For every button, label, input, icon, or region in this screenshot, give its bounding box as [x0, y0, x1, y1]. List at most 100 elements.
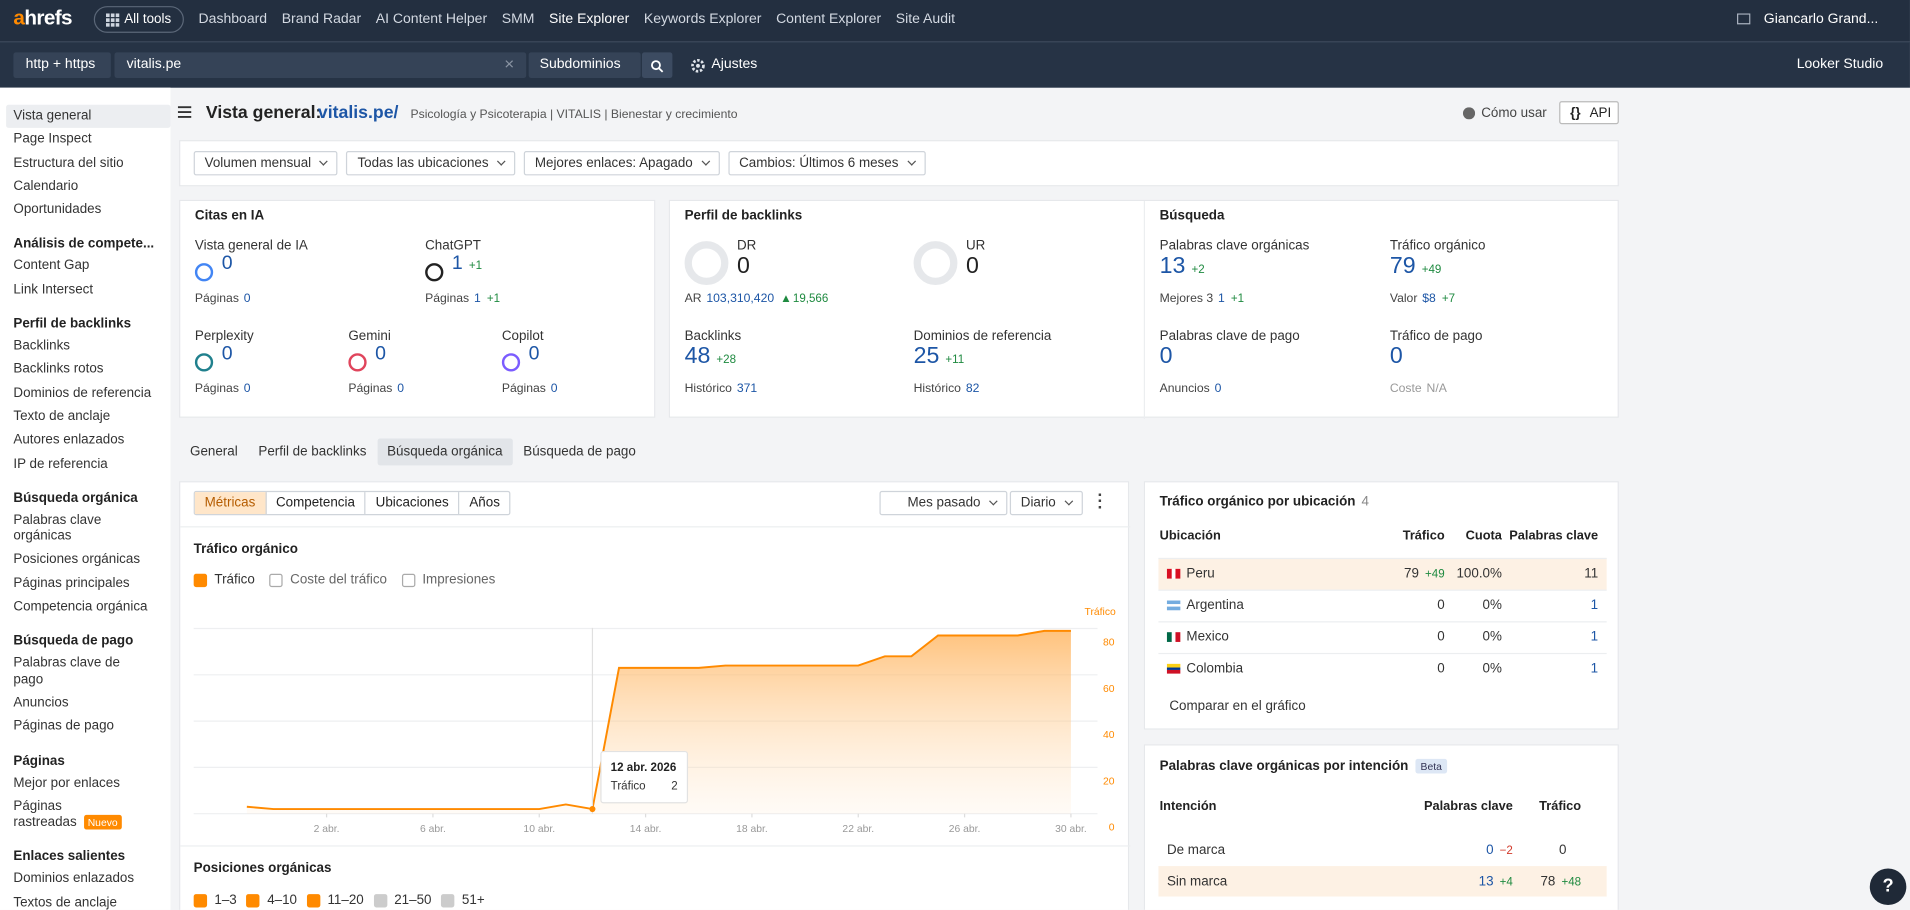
user-name[interactable]: Giancarlo Grand...	[1763, 12, 1879, 27]
metric-value[interactable]: 0	[221, 253, 233, 275]
search-button[interactable]	[641, 52, 673, 78]
nav-item[interactable]: Content Explorer	[776, 12, 882, 27]
country[interactable]: Mexico	[1186, 629, 1229, 645]
filter-button[interactable]: Mejores enlaces: Apagado	[523, 151, 720, 176]
sidebar-item[interactable]: Autores enlazados	[13, 432, 125, 448]
tab[interactable]: Búsqueda orgánica	[377, 438, 513, 466]
sub-value[interactable]: 1	[1217, 292, 1225, 306]
sidebar-item[interactable]: Páginas de pago	[13, 718, 114, 734]
sub-value[interactable]: 103,310,420	[706, 292, 775, 306]
interval-select[interactable]: Diario	[1009, 490, 1083, 516]
sidebar-item[interactable]: Mejor por enlaces	[13, 775, 120, 790]
sidebar-heading[interactable]: Análisis de compete...	[13, 236, 155, 252]
more-menu[interactable]: ···	[1097, 484, 1104, 517]
sub-value[interactable]: 1	[474, 292, 481, 306]
nav-item[interactable]: Site Audit	[895, 12, 955, 27]
filter-button[interactable]: Cambios: Últimos 6 meses	[728, 151, 926, 176]
metric-value[interactable]: 0	[1389, 343, 1403, 370]
country[interactable]: Argentina	[1186, 598, 1244, 613]
metric-value[interactable]: 79	[1389, 253, 1416, 279]
metric-value[interactable]: 1	[451, 253, 463, 275]
sidebar-item[interactable]: Backlinks	[13, 338, 71, 354]
menu-icon[interactable]	[177, 106, 193, 119]
keywords[interactable]: 11	[1584, 566, 1599, 582]
mode-button[interactable]: Ubicaciones	[366, 492, 460, 515]
mode-button[interactable]: Años	[469, 495, 500, 511]
keywords[interactable]: 13	[1478, 874, 1494, 890]
period-select[interactable]: Mes pasado	[879, 490, 1008, 516]
sub-value[interactable]: 371	[736, 382, 758, 396]
keywords[interactable]: 1	[1590, 629, 1599, 645]
nav-item[interactable]: Keywords Explorer	[643, 12, 762, 27]
metric-toggle[interactable]: Impresiones	[401, 573, 495, 587]
clear-icon[interactable]: ×	[504, 53, 515, 74]
position-toggle[interactable]: 21–50	[373, 893, 431, 907]
position-toggle[interactable]: 1–3	[193, 893, 237, 907]
sidebar-item[interactable]: Texto de anclaje	[13, 409, 111, 424]
sidebar-item[interactable]: Textos de anclaje salientes	[13, 894, 117, 910]
metric-toggle[interactable]: Tráfico	[193, 573, 255, 587]
metric-toggle[interactable]: Coste del tráfico	[269, 573, 387, 587]
logo[interactable]: ahrefs	[13, 6, 72, 30]
sidebar-item[interactable]: Dominios de referencia	[13, 385, 152, 401]
mode-button[interactable]: Competencia	[266, 492, 366, 515]
mode-select[interactable]	[528, 52, 641, 78]
keywords[interactable]: 1	[1590, 661, 1599, 677]
position-toggle[interactable]: 4–10	[246, 893, 297, 907]
keywords[interactable]: 1	[1590, 598, 1599, 613]
sidebar-heading[interactable]: Búsqueda de pago	[13, 633, 134, 649]
sidebar-item[interactable]: Posiciones orgánicas	[13, 552, 141, 567]
compare-link[interactable]: Comparar en el gráfico	[1169, 699, 1306, 714]
sidebar-item[interactable]: Anuncios	[13, 695, 69, 711]
metric-value[interactable]: 48	[684, 343, 711, 370]
looker-studio[interactable]: Looker Studio	[1796, 57, 1884, 72]
tab[interactable]: Búsqueda de pago	[523, 444, 636, 460]
nav-item[interactable]: SMM	[501, 12, 535, 27]
sidebar-item[interactable]: Oportunidades	[13, 202, 102, 218]
sidebar-item[interactable]: Backlinks rotos	[13, 362, 104, 377]
sub-value[interactable]: 0	[243, 292, 251, 306]
sidebar-heading[interactable]: Enlaces salientes	[13, 849, 126, 865]
target-input[interactable]	[114, 52, 527, 78]
metric-value[interactable]: 0	[221, 343, 233, 365]
sidebar-item[interactable]: Páginas rastreadas Nuevo	[0, 795, 166, 835]
sidebar-item[interactable]: Link Intersect	[13, 282, 94, 297]
sidebar-item[interactable]: Page Inspect	[13, 131, 92, 147]
sidebar-item[interactable]: Estructura del sitio	[13, 155, 124, 171]
all-tools[interactable]: All tools	[93, 6, 184, 33]
nav-item[interactable]: Dashboard	[198, 12, 268, 27]
filter-button[interactable]: Volumen mensual	[193, 151, 338, 176]
country[interactable]: Colombia	[1186, 661, 1244, 677]
sub-value[interactable]: 82	[965, 382, 980, 396]
sidebar-item[interactable]: Palabras clave orgánicas	[13, 512, 102, 544]
settings[interactable]: Ajustes	[711, 57, 758, 72]
sub-value[interactable]: 0	[1214, 382, 1222, 396]
sidebar-item[interactable]: Dominios enlazados	[13, 871, 135, 887]
sub-value[interactable]: $8	[1422, 292, 1436, 306]
nav-item[interactable]: AI Content Helper	[375, 12, 488, 27]
protocol-select[interactable]	[13, 52, 111, 78]
positions-title[interactable]: Posiciones orgánicas	[193, 861, 332, 876]
sub-value[interactable]: 0	[243, 382, 251, 396]
metric-value[interactable]: 25	[913, 343, 940, 370]
metric-value[interactable]: 0	[528, 343, 540, 365]
nav-item[interactable]: Site Explorer	[549, 12, 630, 27]
help-chat[interactable]: ?	[1869, 868, 1907, 906]
tab[interactable]: Perfil de backlinks	[258, 444, 367, 460]
tab[interactable]: General	[190, 444, 238, 460]
metric-value[interactable]: 0	[1159, 343, 1173, 370]
sidebar-item[interactable]: Competencia orgánica	[13, 599, 148, 614]
sidebar-item[interactable]: Calendario	[13, 178, 79, 194]
sidebar-heading[interactable]: Búsqueda orgánica	[13, 490, 138, 506]
api-button[interactable]	[1559, 101, 1619, 125]
metric-value[interactable]: 0	[375, 343, 387, 365]
position-toggle[interactable]: 51+	[441, 893, 485, 907]
keywords[interactable]: 0	[1486, 842, 1494, 858]
nav-item[interactable]: Brand Radar	[281, 12, 362, 27]
sub-value[interactable]: 0	[550, 382, 558, 396]
sidebar-item[interactable]: Palabras clave de pago	[13, 655, 120, 687]
sidebar-item[interactable]: Content Gap	[13, 258, 90, 274]
position-toggle[interactable]: 11–20	[306, 893, 364, 907]
sub-value[interactable]: 0	[397, 382, 405, 396]
sidebar-item[interactable]: Páginas principales	[13, 575, 130, 591]
